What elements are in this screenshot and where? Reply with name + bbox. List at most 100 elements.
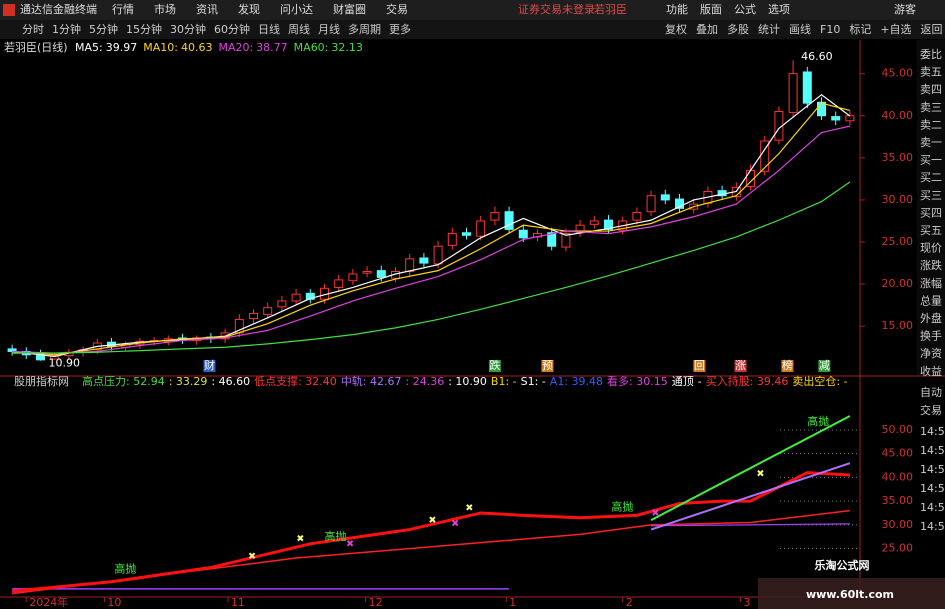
period-tab[interactable]: 15分钟 xyxy=(126,22,162,36)
quote-label: 卖五 xyxy=(920,66,942,79)
y-tick-label: 45.00 xyxy=(882,447,914,460)
quote-label: 外盘 xyxy=(920,311,942,325)
event-label: 榜 xyxy=(782,358,793,372)
menu-item[interactable]: 功能 xyxy=(666,2,688,16)
menu-item[interactable]: 市场 xyxy=(154,2,176,16)
menu-item[interactable]: 行情 xyxy=(112,3,134,16)
time-label: 14:56 xyxy=(920,444,945,457)
x-tick-label: 2024年 xyxy=(29,595,68,609)
app-name: 通达信金融终端 xyxy=(20,2,97,16)
side-panel xyxy=(917,40,945,375)
menu-item[interactable]: 版面 xyxy=(700,2,722,16)
candle-body xyxy=(845,115,855,122)
user[interactable]: 游客 xyxy=(894,2,916,16)
quote-label: 总量 xyxy=(920,293,942,307)
ma-value: 38.77 xyxy=(256,41,288,54)
ma-value: 39.97 xyxy=(106,41,138,54)
ma-value: 32.13 xyxy=(331,41,363,54)
candle-body xyxy=(831,116,841,121)
y-tick-label: 30.00 xyxy=(882,518,914,531)
indicator-legend: : 46.60 xyxy=(211,375,250,388)
candle-body xyxy=(50,355,60,360)
signal-label: 高抛 xyxy=(114,561,136,575)
candle-body xyxy=(405,258,415,272)
tool-button[interactable]: 复权 xyxy=(665,22,687,36)
indicator-legend: 通顶 xyxy=(672,375,694,388)
indicator-legend: 低点支撑: 32.40 xyxy=(254,374,337,388)
tool-button[interactable]: 多股 xyxy=(727,22,749,36)
period-tab[interactable]: 5分钟 xyxy=(89,22,118,36)
period-tab[interactable]: 更多 xyxy=(389,22,411,36)
tool-button[interactable]: 返回 xyxy=(921,23,943,36)
period-tab[interactable]: 月线 xyxy=(318,22,340,36)
tool-button[interactable]: +自选 xyxy=(880,23,911,36)
indicator-legend: 中轨: 42.67 xyxy=(341,374,402,388)
quote-label: 买四 xyxy=(920,206,942,219)
period-tab[interactable]: 分时 xyxy=(22,23,44,36)
toolbar xyxy=(0,20,945,39)
event-badge[interactable] xyxy=(488,360,501,372)
candle-body xyxy=(462,232,471,236)
menu-bar xyxy=(0,0,945,20)
candle-body xyxy=(518,229,528,239)
quote-label: 卖四 xyxy=(920,83,942,96)
period-tab[interactable]: 60分钟 xyxy=(214,22,250,36)
indicator-legend: 高点压力: 52.94 xyxy=(82,374,165,388)
candle-body xyxy=(348,273,358,282)
period-tab[interactable]: 多周期 xyxy=(348,22,381,36)
menu-item[interactable]: 财富圈 xyxy=(333,2,366,16)
indicator-line xyxy=(11,471,850,593)
menu-item[interactable]: 问小达 xyxy=(280,3,313,16)
indicator-line xyxy=(650,462,851,531)
event-badge[interactable] xyxy=(203,360,216,372)
y-tick-label: 25.00 xyxy=(882,542,914,555)
event-badge[interactable] xyxy=(818,360,831,372)
signal-marker xyxy=(451,519,459,527)
candle-body xyxy=(291,293,301,302)
candle-body xyxy=(433,245,443,265)
tool-button[interactable]: 标记 xyxy=(849,22,871,36)
signal-marker xyxy=(429,516,436,523)
time-label: 14:56 xyxy=(920,482,945,495)
quote-label: 涨跌 xyxy=(920,258,942,272)
ma-name: MA10: xyxy=(143,41,178,54)
candle-body xyxy=(589,220,599,225)
event-badge[interactable] xyxy=(693,360,706,372)
menu-item[interactable]: 公式 xyxy=(734,3,756,16)
x-tick-label: 12 xyxy=(369,596,383,609)
ma-value: 40.63 xyxy=(181,41,213,54)
candle-body xyxy=(504,211,514,230)
indicator-legend: 卖出空仓: - xyxy=(792,374,847,388)
indicator-legend: : 24.36 xyxy=(406,375,445,388)
event-badge[interactable] xyxy=(541,360,554,372)
menu-item[interactable]: 交易 xyxy=(386,2,408,16)
ma-name: MA5: xyxy=(75,41,103,54)
time-label: 14:56 xyxy=(920,463,945,476)
tool-button[interactable]: F10 xyxy=(820,23,840,36)
menu-item[interactable]: 选项 xyxy=(768,3,790,16)
period-tab[interactable]: 30分钟 xyxy=(170,22,206,36)
tool-button[interactable]: 画线 xyxy=(789,22,811,36)
period-tab[interactable]: 日线 xyxy=(258,22,280,36)
period-tab[interactable]: 1分钟 xyxy=(52,22,81,36)
price-annotation: 10.90 xyxy=(49,357,81,370)
x-tick-label: 2 xyxy=(626,596,633,609)
candle-body xyxy=(419,257,429,264)
menu-item[interactable]: 发现 xyxy=(238,2,260,16)
menu-item[interactable]: 资讯 xyxy=(196,3,218,16)
event-badge[interactable] xyxy=(781,360,794,372)
x-tick-label: 11 xyxy=(231,596,245,609)
login-status: 证券交易未登录 xyxy=(518,2,595,16)
time-label: 14:56 xyxy=(920,425,945,438)
ma-line xyxy=(12,102,851,356)
tool-button[interactable]: 叠加 xyxy=(696,23,718,36)
quote-label: 现价 xyxy=(920,242,942,255)
tool-button[interactable]: 统计 xyxy=(758,23,780,36)
candle-body xyxy=(362,270,372,274)
event-badge[interactable] xyxy=(734,360,747,372)
indicator-line xyxy=(650,415,851,521)
period-tab[interactable]: 周线 xyxy=(288,22,310,36)
watermark-url: www.60lt.com xyxy=(806,588,894,601)
signal-label: 高抛 xyxy=(325,529,347,543)
quote-label: 买五 xyxy=(920,224,942,237)
